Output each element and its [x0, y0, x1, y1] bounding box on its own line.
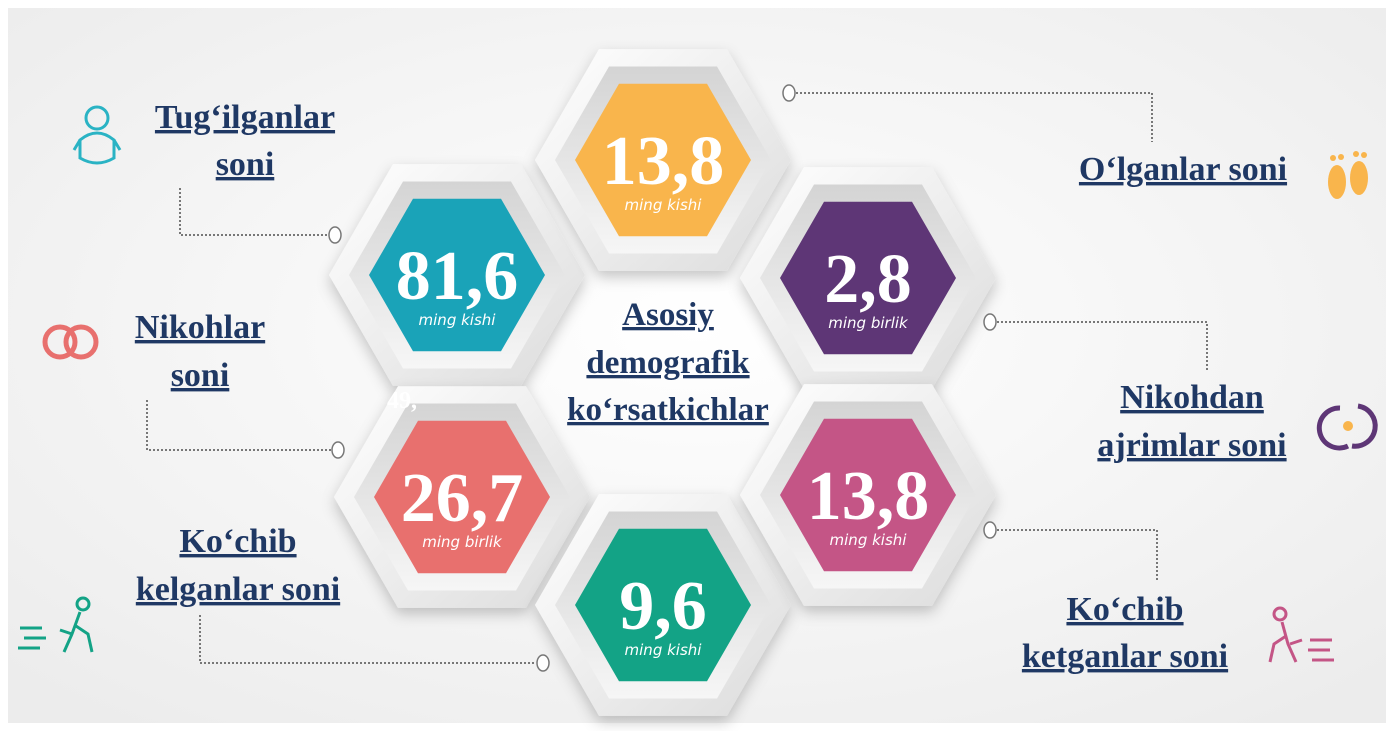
icon-leave: [1268, 606, 1334, 663]
indicator-value: 13,8: [807, 458, 930, 535]
hexagon-inner: [374, 420, 550, 574]
connector-dot: [536, 654, 550, 672]
indicator-unit: ming birlik: [422, 533, 503, 551]
indicator-label: soni: [171, 357, 230, 394]
center-title: Asosiy: [622, 297, 714, 333]
connector-dot: [331, 441, 345, 459]
connector-dot: [983, 313, 997, 331]
indicator-unit: ming birlik: [828, 314, 909, 332]
icon-feet: [1328, 151, 1368, 199]
indicator-unit: ming kishi: [625, 196, 703, 214]
center-title: ko‘rsatkichlar: [567, 392, 769, 428]
connector-line: [997, 529, 1158, 580]
indicator-value: 26,7: [401, 460, 524, 537]
connector-line: [796, 92, 1153, 142]
indicator-label: ajrimlar soni: [1097, 427, 1286, 464]
icon-baby: [72, 105, 122, 165]
center-title: demografik: [586, 345, 750, 381]
indicator-unit: ming kishi: [419, 311, 497, 329]
indicator-label: ketganlar soni: [1022, 638, 1228, 675]
hexagon-inner: [780, 201, 956, 355]
indicator-label: Ko‘chib: [1066, 591, 1183, 628]
indicator-label: Nikohdan: [1120, 379, 1264, 416]
icon-rings: [42, 324, 99, 360]
hexagon-inner: [575, 83, 751, 237]
connector-dot: [782, 84, 796, 102]
icon-arrive: [18, 596, 94, 653]
indicator-value: 2,8: [824, 241, 912, 318]
indicator-unit: ming kishi: [625, 641, 703, 659]
connector-line: [997, 321, 1208, 372]
icon-divorce: [1316, 403, 1378, 451]
indicator-label: kelganlar soni: [136, 571, 340, 608]
indicator-value: 9,6: [619, 568, 707, 645]
connector-dot: [983, 521, 997, 539]
hexagon-inner: [780, 418, 956, 572]
connector-line: [146, 400, 331, 451]
indicator-label: Nikohlar: [135, 309, 265, 346]
indicator-unit: ming kishi: [830, 531, 908, 549]
indicator-label: soni: [216, 146, 275, 183]
connector-line: [179, 188, 328, 236]
indicator-value: 81,6: [396, 238, 519, 315]
indicator-label: Tug‘ilganlar: [155, 99, 335, 136]
hexagon-inner: [575, 528, 751, 682]
connector-dot: [328, 226, 342, 244]
stray-text: 49,: [387, 388, 417, 414]
indicator-label: O‘lganlar soni: [1079, 151, 1287, 188]
connector-line: [199, 615, 536, 664]
indicator-value: 13,8: [602, 123, 725, 200]
hexagon-inner: [369, 198, 545, 352]
indicator-label: Ko‘chib: [179, 523, 296, 560]
